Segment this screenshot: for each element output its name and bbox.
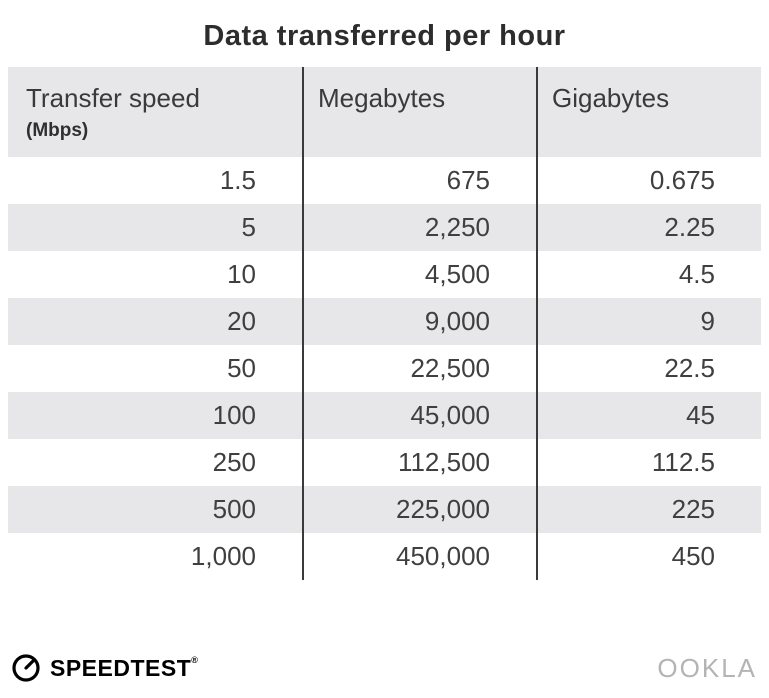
header-transfer-speed-unit: (Mbps) (26, 120, 89, 141)
table-row: 50 22,500 22.5 (8, 345, 761, 392)
speedtest-logo: SPEEDTEST® (10, 652, 198, 684)
table-row: 10 4,500 4.5 (8, 251, 761, 298)
page-title: Data transferred per hour (203, 20, 566, 52)
cell-gigabytes: 4.5 (678, 259, 715, 289)
registered-trademark-icon: ® (191, 654, 199, 665)
table-header-row: Transfer speed (Mbps) Megabytes Gigabyte… (8, 67, 761, 157)
cell-speed: 250 (212, 447, 256, 477)
table-row: 500 225,000 225 (8, 486, 761, 533)
table-row: 5 2,250 2.25 (8, 204, 761, 251)
cell-speed: 10 (227, 259, 256, 289)
cell-megabytes: 450,000 (302, 533, 538, 580)
cell-megabytes: 22,500 (302, 345, 538, 392)
cell-gigabytes: 45 (686, 400, 715, 430)
cell-speed: 1,000 (190, 541, 256, 571)
header-transfer-speed: Transfer speed (Mbps) (8, 67, 302, 157)
cell-speed: 1.5 (219, 165, 256, 195)
cell-megabytes: 225,000 (302, 486, 538, 533)
cell-megabytes: 2,250 (302, 204, 538, 251)
cell-speed: 100 (212, 400, 256, 430)
cell-megabytes: 45,000 (302, 392, 538, 439)
speedtest-wordmark: SPEEDTEST® (50, 655, 198, 682)
header-transfer-speed-label: Transfer speed (26, 83, 200, 113)
cell-gigabytes: 112.5 (651, 447, 715, 477)
cell-speed: 500 (212, 494, 256, 524)
cell-speed: 50 (227, 353, 256, 383)
table-row: 250 112,500 112.5 (8, 439, 761, 486)
cell-speed: 5 (241, 212, 256, 242)
header-megabytes-label: Megabytes (318, 83, 446, 113)
header-megabytes: Megabytes (302, 67, 538, 157)
header-gigabytes: Gigabytes (538, 67, 761, 157)
speedtest-wordmark-text: SPEEDTEST (50, 654, 192, 681)
cell-megabytes: 9,000 (302, 298, 538, 345)
ookla-wordmark: OOKLA (657, 652, 757, 683)
data-table: Transfer speed (Mbps) Megabytes Gigabyte… (8, 67, 761, 580)
cell-gigabytes: 0.675 (649, 165, 715, 195)
cell-gigabytes: 450 (671, 541, 715, 571)
cell-gigabytes: 9 (700, 306, 715, 336)
cell-megabytes: 112,500 (302, 439, 538, 486)
speedometer-icon (12, 654, 40, 682)
cell-gigabytes: 225 (671, 494, 715, 524)
table-row: 1.5 675 0.675 (8, 157, 761, 204)
cell-gigabytes: 22.5 (664, 353, 715, 383)
cell-megabytes: 675 (302, 157, 538, 204)
table-row: 100 45,000 45 (8, 392, 761, 439)
footer: SPEEDTEST® OOKLA (10, 652, 757, 684)
header-gigabytes-label: Gigabytes (552, 83, 670, 113)
cell-speed: 20 (227, 306, 256, 336)
cell-megabytes: 4,500 (302, 251, 538, 298)
table-row: 1,000 450,000 450 (8, 533, 761, 580)
table-row: 20 9,000 9 (8, 298, 761, 345)
cell-gigabytes: 2.25 (664, 212, 715, 242)
